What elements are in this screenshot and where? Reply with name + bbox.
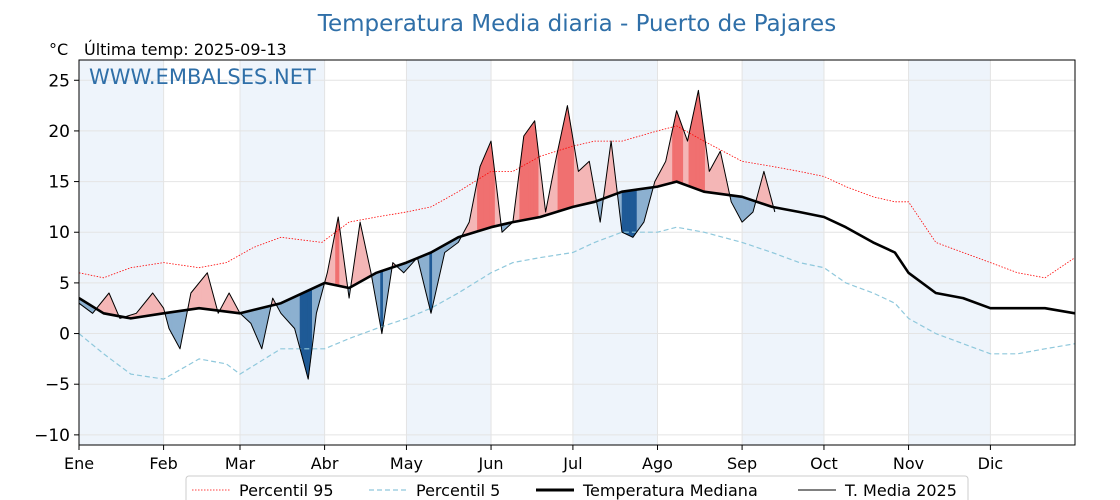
month-shade-Ene: [79, 60, 164, 445]
legend-label-mean2025: T. Media 2025: [844, 481, 957, 500]
series-line-mean2025: [79, 89, 776, 380]
legend-label-p95: Percentil 95: [239, 481, 334, 500]
x-tick-label: Nov: [893, 454, 924, 473]
series-line-p95: [79, 125, 1075, 279]
unit-label: °C: [49, 40, 68, 59]
x-tick-label: Ene: [64, 454, 94, 473]
y-tick-label: 10: [48, 223, 70, 243]
month-shading: [79, 60, 991, 445]
series-line-p5: [79, 226, 1075, 380]
y-tick-label: 25: [48, 71, 70, 91]
month-shade-Sep: [742, 60, 824, 445]
y-tick-label: 5: [59, 274, 70, 294]
x-tick-label: Dic: [978, 454, 1004, 473]
x-tick-label: Sep: [727, 454, 757, 473]
y-tick-label: 15: [48, 173, 70, 193]
month-shade-Nov: [908, 60, 991, 445]
plot-frame: [78, 59, 1076, 446]
y-tick-label: 0: [59, 325, 70, 345]
y-tick-label: −5: [45, 375, 70, 395]
axes: 25 20 15 10 5 0 −5 −10 Ene Feb Mar Abr May Jun Jul Ago S…: [34, 71, 1003, 473]
month-shade-Mar: [239, 60, 325, 445]
x-tick-label: Jun: [478, 454, 504, 473]
x-tick-label: Oct: [810, 454, 838, 473]
x-tick-label: Abr: [311, 454, 339, 473]
y-tick-label: −10: [34, 426, 70, 446]
x-tick-label: Jul: [562, 454, 582, 473]
x-tick-label: Feb: [149, 454, 177, 473]
series-line-median: [79, 180, 1075, 320]
legend: Percentil 95 Percentil 5 Temperatura Media…: [185, 475, 969, 500]
x-tick-label: Mar: [225, 454, 256, 473]
x-tick-label: May: [390, 454, 423, 473]
legend-label-median: Temperatura Mediana: [582, 481, 758, 500]
chart-title: Temperatura Media diaria - Puerto de Paj…: [317, 11, 836, 37]
legend-box: [185, 475, 969, 500]
legend-label-p5: Percentil 5: [416, 481, 500, 500]
grid: [78, 60, 1075, 445]
month-shade-Jul: [572, 60, 658, 445]
last-temp-label: Última temp: 2025-09-13: [84, 40, 287, 59]
x-tick-label: Ago: [642, 454, 673, 473]
y-tick-label: 20: [48, 122, 70, 142]
month-shade-May: [406, 60, 492, 445]
series-lines: [79, 89, 1075, 380]
watermark: WWW.EMBALSES.NET: [89, 65, 316, 89]
